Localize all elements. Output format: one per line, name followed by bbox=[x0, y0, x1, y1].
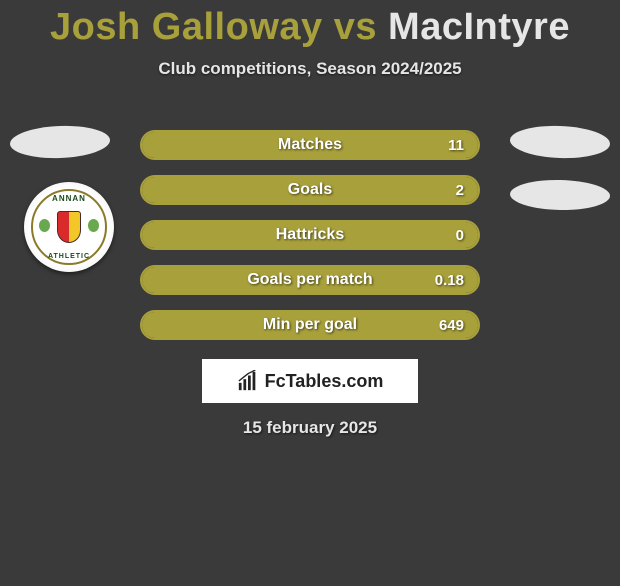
stat-bar-label: Hattricks bbox=[142, 222, 478, 248]
stat-bar: Min per goal649 bbox=[140, 310, 480, 340]
barchart-icon bbox=[237, 370, 259, 392]
badge-text-bottom: ATHLETIC bbox=[33, 253, 105, 260]
stat-bar-label: Goals bbox=[142, 177, 478, 203]
subtitle: Club competitions, Season 2024/2025 bbox=[0, 59, 620, 79]
blob-right-1 bbox=[510, 124, 610, 159]
blob-left bbox=[10, 124, 110, 159]
stat-bar: Goals2 bbox=[140, 175, 480, 205]
club-badge: ANNAN ATHLETIC bbox=[24, 182, 114, 272]
stat-bar-value: 649 bbox=[439, 312, 464, 338]
page-title: Josh Galloway vs MacIntyre bbox=[0, 6, 620, 49]
stat-bars: Matches11 Goals2 Hattricks0 Goals per match… bbox=[140, 130, 480, 355]
badge-text-top: ANNAN bbox=[33, 194, 105, 203]
stat-bar-label: Matches bbox=[142, 132, 478, 158]
stat-bar: Hattricks0 bbox=[140, 220, 480, 250]
badge-thistle-left bbox=[39, 219, 50, 232]
stat-bar-value: 0.18 bbox=[435, 267, 464, 293]
blob-right-2 bbox=[510, 179, 610, 211]
badge-shield-icon bbox=[57, 211, 81, 243]
stat-bar-label: Goals per match bbox=[142, 267, 478, 293]
title-vs: vs bbox=[334, 6, 377, 48]
stat-bar: Matches11 bbox=[140, 130, 480, 160]
club-badge-inner: ANNAN ATHLETIC bbox=[31, 189, 107, 265]
fctables-logo: FcTables.com bbox=[202, 359, 418, 403]
date-text: 15 february 2025 bbox=[0, 418, 620, 438]
stat-bar-value: 0 bbox=[456, 222, 464, 248]
badge-thistle-right bbox=[88, 219, 99, 232]
stat-bar: Goals per match0.18 bbox=[140, 265, 480, 295]
stat-bar-value: 11 bbox=[448, 132, 464, 158]
title-player2: MacIntyre bbox=[388, 6, 570, 48]
stat-bar-label: Min per goal bbox=[142, 312, 478, 338]
title-player1: Josh Galloway bbox=[50, 6, 323, 48]
logo-text: FcTables.com bbox=[265, 371, 384, 392]
stat-bar-value: 2 bbox=[456, 177, 464, 203]
